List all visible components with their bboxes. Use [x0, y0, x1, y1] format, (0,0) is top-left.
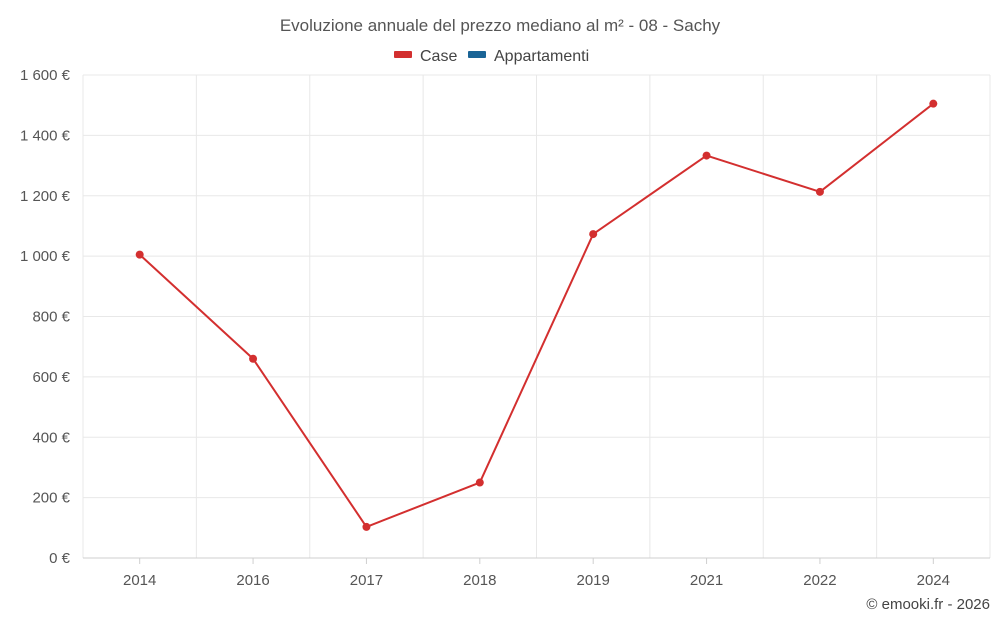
series-points[interactable] — [135, 99, 938, 531]
legend-item-appartamenti[interactable]: Appartamenti — [468, 48, 589, 65]
series-line-case — [139, 102, 934, 528]
x-axis-labels: 2014 2016 2017 2018 2019 2021 2022 2024 — [123, 572, 950, 589]
y-tick-label: 0 € — [49, 550, 71, 567]
y-tick-label: 600 € — [32, 369, 70, 386]
legend-item-case[interactable]: Case — [394, 48, 457, 65]
data-point-case-2021[interactable] — [702, 151, 711, 160]
x-tick-label: 2016 — [236, 572, 269, 589]
series-lines — [139, 102, 934, 528]
y-axis-labels: 0 € 200 € 400 € 600 € 800 € 1 000 € 1 200 € 1 4… — [20, 67, 71, 567]
data-point-case-2019[interactable] — [589, 230, 598, 239]
y-tick-label: 400 € — [32, 429, 70, 446]
legend-label-case: Case — [420, 48, 457, 65]
y-tick-label: 800 € — [32, 309, 70, 326]
x-tick-label: 2017 — [350, 572, 383, 589]
chart-credit: © emooki.fr - 2026 — [866, 596, 990, 613]
chart-title: Evoluzione annuale del prezzo mediano al… — [280, 16, 721, 35]
data-point-case-2014[interactable] — [135, 250, 144, 259]
y-tick-label: 1 600 € — [20, 67, 71, 84]
x-tick-label: 2019 — [577, 572, 610, 589]
axes — [83, 557, 990, 564]
data-point-case-2022[interactable] — [815, 187, 824, 196]
data-point-case-2024[interactable] — [929, 99, 938, 108]
x-tick-label: 2021 — [690, 572, 723, 589]
legend[interactable]: Case Appartamenti — [394, 48, 589, 65]
x-tick-label: 2018 — [463, 572, 496, 589]
legend-label-appartamenti: Appartamenti — [494, 48, 589, 65]
x-tick-label: 2022 — [803, 572, 836, 589]
data-point-case-2018[interactable] — [475, 478, 484, 487]
data-point-case-2016[interactable] — [249, 354, 258, 363]
legend-swatch-case — [394, 51, 412, 58]
data-point-case-2017[interactable] — [362, 522, 371, 531]
y-tick-label: 1 000 € — [20, 248, 71, 265]
grid-lines — [82, 74, 991, 558]
y-tick-label: 200 € — [32, 490, 70, 507]
y-tick-label: 1 200 € — [20, 188, 71, 205]
x-tick-label: 2024 — [917, 572, 950, 589]
legend-swatch-appartamenti — [468, 51, 486, 58]
y-tick-label: 1 400 € — [20, 127, 71, 144]
x-tick-label: 2014 — [123, 572, 156, 589]
